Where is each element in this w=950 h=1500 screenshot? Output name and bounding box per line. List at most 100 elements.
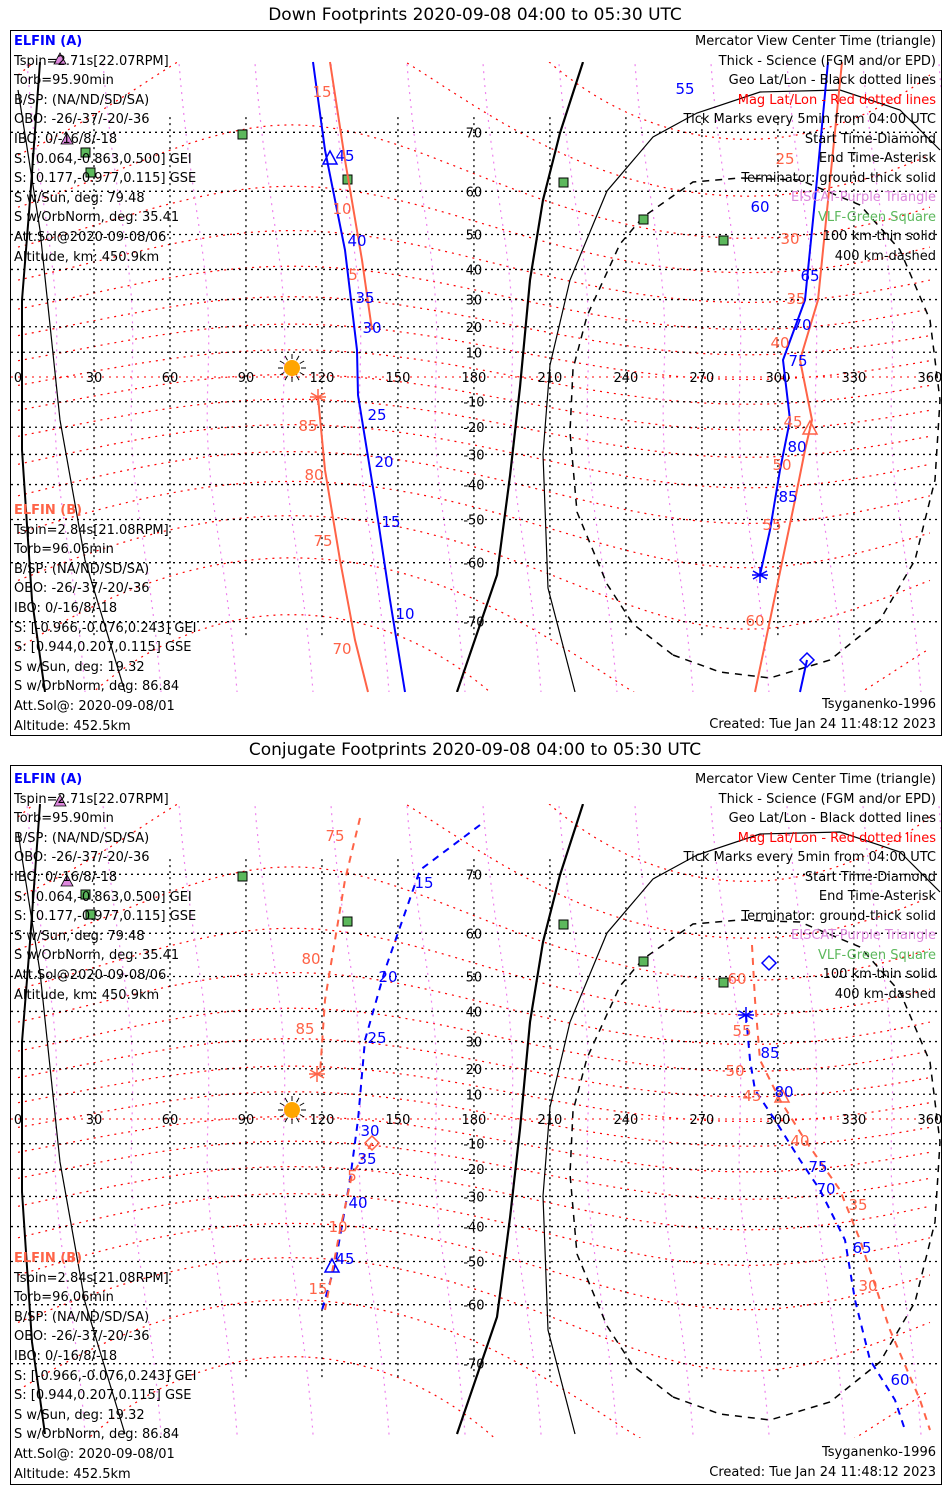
elfin-b-time-tick-label: 55 xyxy=(732,1022,751,1040)
elfin-a-time-tick-label: 70 xyxy=(816,1180,835,1198)
vlf-station-square-icon xyxy=(85,167,96,178)
elfin-a-time-tick-label: 45 xyxy=(335,147,354,165)
elfin-b-end-time-asterisk-icon xyxy=(310,389,326,405)
elfin-a-track-west xyxy=(312,61,406,693)
elfin-b-info-line: S: [0.944,0.207,0.115] GSE xyxy=(14,1388,192,1404)
vlf-station-square-icon xyxy=(718,977,729,988)
legend-line: Mercator View Center Time (triangle) xyxy=(695,772,936,787)
elfin-a-time-tick-label: 60 xyxy=(750,198,769,216)
ground-terminator-line xyxy=(455,804,585,1435)
elfin-a-time-tick-label: 55 xyxy=(675,80,694,98)
elfin-a-info-line: Att.Sol@2020-09-08/06 xyxy=(14,968,167,983)
elfin-a-end-time-asterisk-icon xyxy=(738,1007,754,1023)
elfin-a-info-line: Tspin=2.71s[22.07RPM] xyxy=(14,791,169,807)
lat-tick-label: 20 xyxy=(466,1063,483,1078)
elfin-a-center-time-triangle-icon xyxy=(321,149,339,165)
lat-tick-label: 50 xyxy=(466,228,483,243)
elfin-b-name: ELFIN (B) xyxy=(14,503,83,518)
lat-tick-label: -70 xyxy=(463,1358,484,1373)
sun-ray xyxy=(296,355,300,361)
sun-ray xyxy=(284,355,288,361)
elfin-a-time-tick-label: 20 xyxy=(374,453,393,471)
sun-ray xyxy=(296,375,300,381)
lon-tick-label: 270 xyxy=(689,1113,714,1128)
elfin-a-time-tick-label: 70 xyxy=(792,316,811,334)
elfin-a-conjugate-track-east xyxy=(745,1014,906,1431)
legend-line: Geo Lat/Lon - Black dotted lines xyxy=(728,73,936,88)
magnetic-field-model: Tsyganenko-1996 xyxy=(822,697,936,712)
elfin-a-name: ELFIN (A) xyxy=(14,34,83,49)
mag-lat-line xyxy=(17,1192,931,1267)
eiscat-triangle-icon xyxy=(53,794,67,807)
lat-tick-label: 60 xyxy=(466,185,483,200)
sun-ray xyxy=(296,1117,300,1123)
elfin-b-time-tick-label: 40 xyxy=(790,1132,809,1150)
sun-ray xyxy=(299,1102,305,1106)
lat-tick-label: 70 xyxy=(466,126,483,141)
lat-tick-label: 50 xyxy=(466,970,483,985)
elfin-a-time-tick-label: 45 xyxy=(335,1250,354,1268)
lon-tick-label: 360 xyxy=(917,1113,942,1128)
sun-ray xyxy=(284,1097,288,1103)
lon-tick-label: 0 xyxy=(14,1113,22,1128)
elfin-a-info-line: IBO: 0/-16/8/-18 xyxy=(14,132,118,147)
panel-down-title: Down Footprints 2020-09-08 04:00 to 05:3… xyxy=(268,5,682,25)
eiscat-triangle-icon xyxy=(53,52,67,65)
lat-tick-label: -10 xyxy=(463,1138,484,1153)
elfin-a-end-time-asterisk-icon xyxy=(752,567,768,583)
elfin-b-info-line: S w/Sun, deg: 19.32 xyxy=(14,659,145,675)
terminator-400km xyxy=(569,177,941,679)
legend-line: EISCAT-Purple Triangle xyxy=(791,928,936,943)
elfin-b-info-line: B/SP: (NA/ND/SD/SA) xyxy=(14,1309,150,1325)
lat-tick-label: -60 xyxy=(463,557,484,572)
elfin-b-time-tick-label: 10 xyxy=(328,1218,347,1236)
terminator-400km xyxy=(569,919,941,1421)
legend-line: Start Time-Diamond xyxy=(804,869,936,885)
lat-tick-label: 70 xyxy=(466,868,483,883)
elfin-b-info-line: S: [-0.966,-0.076,0.243] GEI xyxy=(14,620,197,636)
elfin-b-time-tick-label: 80 xyxy=(301,950,320,968)
elfin-b-time-tick-label: 75 xyxy=(325,827,344,845)
lon-tick-label: 120 xyxy=(310,371,335,386)
vlf-station-square-icon xyxy=(638,956,649,967)
mag-lat-line xyxy=(17,373,931,431)
elfin-b-info-line: OBO: -26/-37/-20/-36 xyxy=(14,1329,150,1345)
vlf-station-square-icon xyxy=(237,129,248,140)
sun-ray xyxy=(279,372,285,376)
elfin-a-time-tick-label: 40 xyxy=(347,232,366,250)
elfin-a-info-line: OBO: -26/-37/-20/-36 xyxy=(14,850,150,866)
lon-tick-label: 120 xyxy=(310,1113,335,1128)
elfin-a-info-line: B/SP: (NA/ND/SD/SA) xyxy=(14,830,150,846)
legend-line: Geo Lat/Lon - Black dotted lines xyxy=(728,811,936,826)
elfin-b-track-west-south xyxy=(317,396,369,693)
mag-lat-line xyxy=(17,804,931,939)
magnetic-field-model: Tsyganenko-1996 xyxy=(822,1445,936,1460)
elfin-b-time-tick-label: 60 xyxy=(727,970,746,988)
mag-lat-line xyxy=(17,1165,931,1231)
mag-lat-line xyxy=(17,62,931,197)
elfin-b-info-line: S w/Sun, deg: 19.32 xyxy=(14,1407,145,1423)
sun-ray xyxy=(279,360,285,364)
elfin-a-time-tick-label: 30 xyxy=(360,1122,379,1140)
mag-lat-line xyxy=(17,1140,931,1200)
elfin-b-info-line: Att.Sol@: 2020-09-08/01 xyxy=(14,699,175,714)
elfin-b-time-tick-label: 50 xyxy=(725,1062,744,1080)
lat-tick-label: 30 xyxy=(466,294,483,309)
lon-tick-label: 330 xyxy=(841,1113,866,1128)
elfin-b-time-tick-label: 85 xyxy=(295,1020,314,1038)
panel-down-frame xyxy=(10,30,942,736)
elfin-b-time-tick-label: 35 xyxy=(848,1196,867,1214)
mag-lat-line xyxy=(17,1038,931,1098)
elfin-a-info-line: S: [0.177,-0.977,0.115] GSE xyxy=(14,171,197,187)
sun-ray xyxy=(296,1097,300,1103)
elfin-b-info-line: Tspin=2.84s[21.08RPM] xyxy=(14,1270,169,1286)
elfin-b-time-tick-label: 55 xyxy=(762,516,781,534)
eiscat-triangle-icon xyxy=(60,132,74,145)
elfin-b-info-line: Torb=96.06min xyxy=(14,542,114,558)
elfin-b-time-tick-label: 45 xyxy=(742,1087,761,1105)
elfin-a-info-line: S w/Sun, deg: 79.48 xyxy=(14,190,145,206)
mag-lat-line xyxy=(17,450,931,525)
mag-lat-line xyxy=(17,557,931,692)
vlf-station-square-icon xyxy=(558,919,569,930)
legend-line: Thick - Science (FGM and/or EPD) xyxy=(718,53,936,69)
